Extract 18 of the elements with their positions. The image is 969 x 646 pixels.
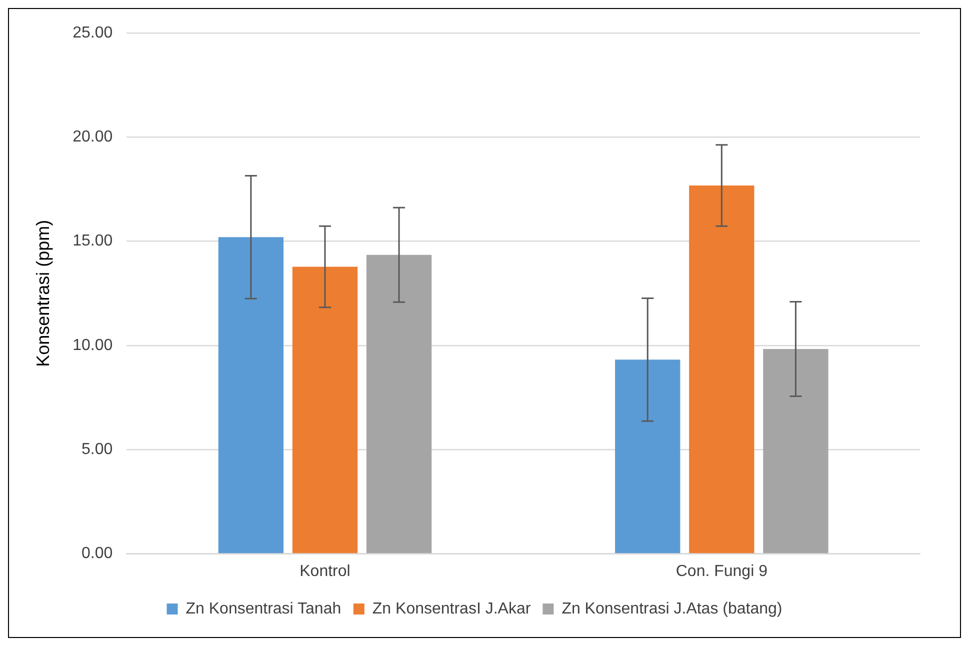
y-tick-label: 10.00: [72, 336, 113, 354]
y-tick-label: 0.00: [82, 545, 113, 562]
bar: [366, 254, 432, 554]
bar: [218, 237, 284, 554]
bar: [763, 349, 828, 554]
legend-label: Zn Konsentrasi Tanah: [186, 600, 342, 618]
legend-label: Zn KonsentrasI J.Akar: [372, 600, 532, 618]
y-tick-label: 5.00: [82, 441, 113, 458]
y-tick-label: 20.00: [72, 128, 113, 146]
legend-label: Zn Konsentrasi J.Atas (batang): [562, 600, 782, 618]
bar: [615, 360, 680, 554]
x-tick-label: Kontrol: [300, 562, 350, 580]
bar: [292, 266, 358, 554]
y-tick-label: 15.00: [72, 232, 113, 250]
bar: [689, 185, 754, 554]
x-tick-label: Con. Fungi 9: [676, 562, 768, 580]
y-axis-title: Konsentrasi (ppm): [32, 220, 53, 367]
y-tick-label: 25.00: [72, 24, 113, 42]
